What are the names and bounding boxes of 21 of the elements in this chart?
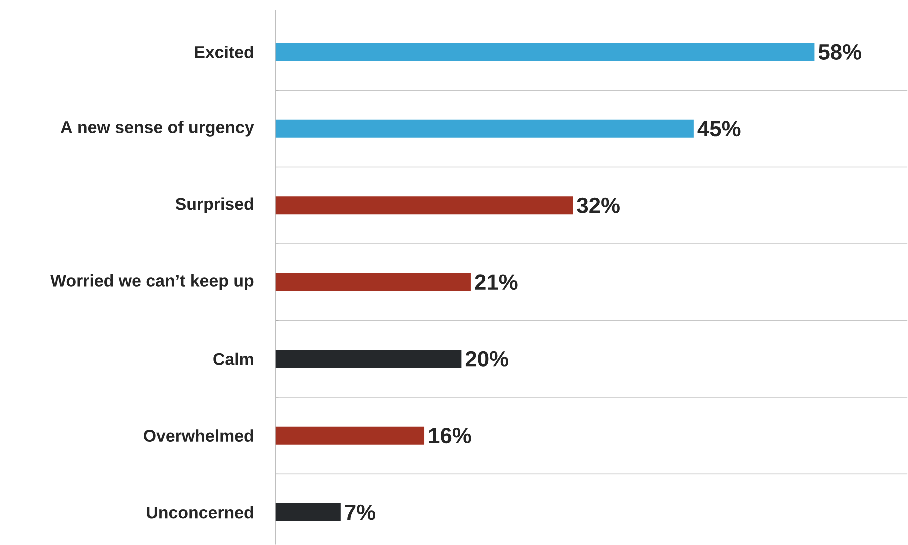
bar <box>276 350 462 368</box>
data-label: 16% <box>429 428 472 444</box>
data-label: 58% <box>818 44 862 60</box>
y-tick-label: A new sense of urgency <box>60 120 254 137</box>
y-tick-label: Calm <box>214 352 254 366</box>
bar <box>276 503 341 522</box>
y-tick-label: Surprised <box>176 198 254 214</box>
bar <box>276 196 574 215</box>
bar <box>276 43 815 62</box>
bar <box>276 120 694 138</box>
data-label: 32% <box>577 198 620 214</box>
y-tick-label: Overwhelmed <box>144 430 254 442</box>
data-label: 21% <box>475 274 518 290</box>
bar <box>276 273 471 292</box>
data-label: 20% <box>466 351 508 367</box>
data-label: 7% <box>345 504 376 520</box>
y-tick-label: Unconcerned <box>147 506 254 519</box>
y-tick-label: Worried we can’t keep up <box>50 274 254 290</box>
data-label: 45% <box>698 121 741 137</box>
y-tick-label: Excited <box>195 46 254 58</box>
bar <box>276 426 425 445</box>
